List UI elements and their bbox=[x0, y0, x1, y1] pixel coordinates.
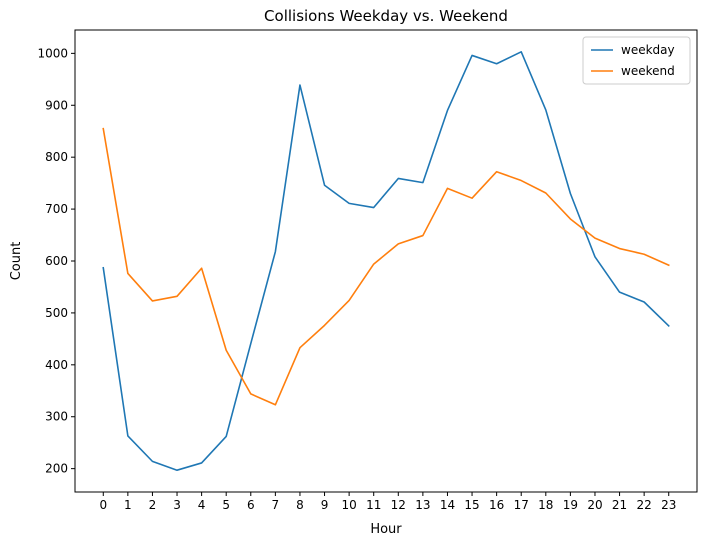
x-tick-label: 8 bbox=[296, 498, 304, 512]
y-tick-label: 200 bbox=[45, 462, 68, 476]
x-tick-label: 10 bbox=[341, 498, 356, 512]
y-tick-label: 400 bbox=[45, 358, 68, 372]
x-tick-label: 2 bbox=[149, 498, 157, 512]
x-tick-label: 15 bbox=[464, 498, 479, 512]
y-tick-label: 900 bbox=[45, 98, 68, 112]
x-tick-label: 14 bbox=[440, 498, 455, 512]
y-tick-label: 500 bbox=[45, 306, 68, 320]
x-tick-label: 7 bbox=[272, 498, 280, 512]
x-tick-label: 6 bbox=[247, 498, 255, 512]
series-line-weekend bbox=[102, 127, 670, 406]
x-tick-label: 12 bbox=[391, 498, 406, 512]
legend-label-weekday: weekday bbox=[621, 43, 675, 57]
series-line-weekday bbox=[102, 50, 670, 472]
series-group bbox=[102, 50, 670, 472]
x-tick-label: 0 bbox=[99, 498, 107, 512]
y-tick-label: 300 bbox=[45, 410, 68, 424]
x-tick-label: 23 bbox=[661, 498, 676, 512]
x-tick-label: 9 bbox=[321, 498, 329, 512]
plot-area bbox=[74, 29, 698, 493]
x-axis: 0 1 2 3 4 5 6 7 8 9 10 11 12 13 14 15 16 17 18 19 20 21 22 23 bbox=[99, 492, 676, 512]
y-axis: 200 300 400 500 600 700 800 900 1000 bbox=[37, 46, 75, 476]
x-tick-label: 16 bbox=[489, 498, 504, 512]
x-tick-label: 17 bbox=[514, 498, 529, 512]
legend-label-weekend: weekend bbox=[621, 64, 675, 78]
x-tick-label: 13 bbox=[415, 498, 430, 512]
legend: weekday weekend bbox=[582, 36, 691, 85]
x-tick-label: 21 bbox=[612, 498, 627, 512]
x-tick-label: 11 bbox=[366, 498, 381, 512]
y-tick-label: 1000 bbox=[37, 46, 68, 60]
x-tick-label: 19 bbox=[563, 498, 578, 512]
x-tick-label: 22 bbox=[637, 498, 652, 512]
x-tick-label: 18 bbox=[538, 498, 553, 512]
y-tick-label: 600 bbox=[45, 254, 68, 268]
y-tick-label: 700 bbox=[45, 202, 68, 216]
x-tick-label: 20 bbox=[587, 498, 602, 512]
x-tick-label: 3 bbox=[173, 498, 181, 512]
y-axis-label: Count bbox=[9, 242, 24, 281]
x-tick-label: 4 bbox=[198, 498, 206, 512]
x-axis-label: Hour bbox=[370, 522, 402, 537]
chart-title: Collisions Weekday vs. Weekend bbox=[264, 7, 508, 25]
x-tick-label: 5 bbox=[222, 498, 230, 512]
x-tick-label: 1 bbox=[124, 498, 132, 512]
y-tick-label: 800 bbox=[45, 150, 68, 164]
legend-box bbox=[582, 36, 691, 85]
